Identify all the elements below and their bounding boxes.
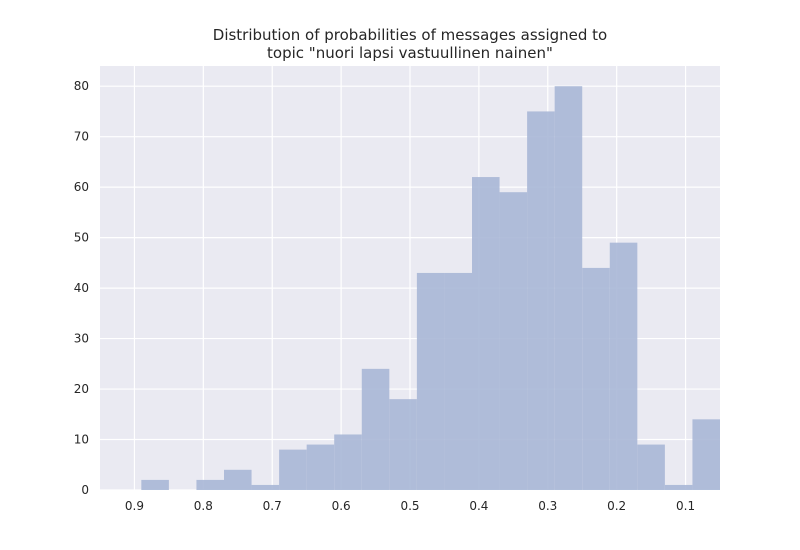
y-tick-label: 50 — [74, 231, 89, 245]
y-tick-label: 10 — [74, 433, 89, 447]
y-axis-ticks: 0 10 20 30 40 50 60 70 80 — [74, 79, 89, 497]
histogram-bar — [251, 484, 280, 490]
histogram-bar — [361, 368, 390, 490]
histogram-bar — [664, 484, 693, 490]
histogram-bar — [141, 479, 169, 490]
x-tick-label: 0.7 — [263, 499, 282, 513]
chart-title-line-2: topic "nuori lapsi vastuullinen nainen" — [267, 44, 553, 62]
histogram-bar — [582, 267, 610, 490]
histogram-bar — [444, 272, 472, 490]
histogram-bar — [389, 399, 417, 490]
histogram-bar — [554, 86, 583, 490]
y-tick-label: 40 — [74, 281, 89, 295]
histogram-bar — [499, 192, 528, 490]
histogram-bar — [472, 177, 500, 491]
histogram-bar — [637, 444, 665, 490]
x-tick-label: 0.8 — [194, 499, 213, 513]
x-tick-label: 0.1 — [676, 499, 695, 513]
histogram-bar — [334, 434, 362, 490]
y-tick-label: 60 — [74, 180, 89, 194]
y-tick-label: 80 — [74, 79, 89, 93]
x-tick-label: 0.3 — [538, 499, 557, 513]
x-tick-label: 0.6 — [332, 499, 351, 513]
x-tick-label: 0.9 — [125, 499, 144, 513]
histogram-bar — [196, 479, 224, 490]
histogram-bar — [279, 449, 307, 490]
y-tick-label: 0 — [81, 483, 89, 497]
histogram-bar — [527, 111, 555, 490]
histogram-bar — [609, 242, 638, 490]
histogram-bar — [306, 444, 335, 490]
histogram-bars — [141, 86, 720, 491]
y-tick-label: 20 — [74, 382, 89, 396]
x-tick-label: 0.2 — [607, 499, 626, 513]
histogram-bar — [224, 469, 252, 490]
y-tick-label: 70 — [74, 130, 89, 144]
histogram-bar — [416, 272, 445, 490]
chart-title-line-1: Distribution of probabilities of message… — [213, 26, 607, 44]
x-tick-label: 0.4 — [469, 499, 488, 513]
histogram-bar — [692, 419, 720, 490]
x-axis-ticks: 0.9 0.8 0.7 0.6 0.5 0.4 0.3 0.2 0.1 — [125, 499, 695, 513]
y-tick-label: 30 — [74, 332, 89, 346]
x-tick-label: 0.5 — [400, 499, 419, 513]
